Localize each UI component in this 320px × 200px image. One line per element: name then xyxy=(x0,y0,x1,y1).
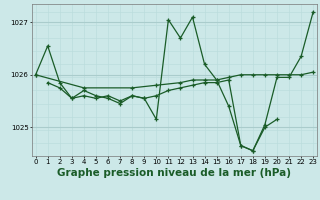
X-axis label: Graphe pression niveau de la mer (hPa): Graphe pression niveau de la mer (hPa) xyxy=(57,168,292,178)
